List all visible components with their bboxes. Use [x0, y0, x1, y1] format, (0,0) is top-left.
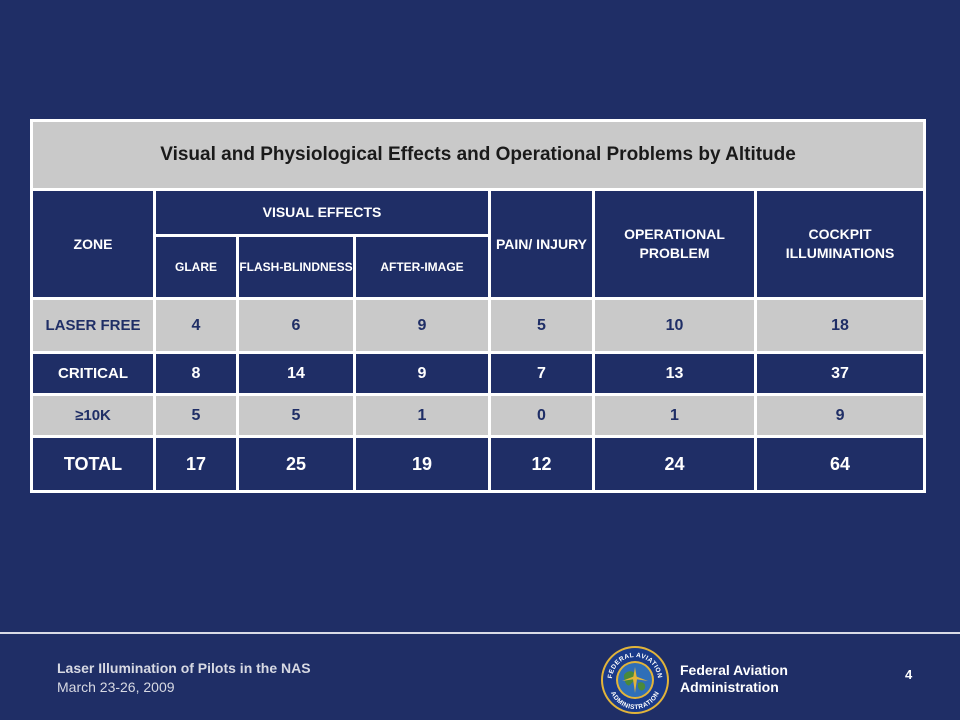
footer-divider	[0, 632, 960, 634]
header-cockpit-illuminations: COCKPIT ILLUMINATIONS	[753, 188, 927, 300]
value-cell: 10	[592, 297, 757, 354]
value-cell: 1	[353, 393, 491, 438]
value-cell: 12	[488, 435, 595, 493]
value-cell: 18	[753, 297, 927, 354]
value-cell: 9	[753, 393, 927, 438]
table-row-critical: CRITICAL 8 14 9 7 13 37	[30, 351, 927, 396]
value-cell: 24	[592, 435, 757, 493]
agency-name: Federal Aviation Administration	[680, 662, 788, 696]
value-cell: 1	[592, 393, 757, 438]
table-row-total: TOTAL 17 25 19 12 24 64	[30, 435, 927, 493]
faa-seal-icon: FEDERAL AVIATION ADMINISTRATION	[601, 646, 669, 714]
value-cell: 9	[353, 297, 491, 354]
value-cell: 5	[488, 297, 595, 354]
value-cell: 14	[236, 351, 356, 396]
header-flash-blindness: FLASH-BLINDNESS	[236, 234, 356, 300]
value-cell: 5	[153, 393, 239, 438]
value-cell: 0	[488, 393, 595, 438]
value-cell: 6	[236, 297, 356, 354]
header-operational-problem: OPERATIONAL PROBLEM	[592, 188, 757, 300]
value-cell: 7	[488, 351, 595, 396]
agency-line-1: Federal Aviation	[680, 662, 788, 678]
presentation-date: March 23-26, 2009	[57, 679, 175, 695]
value-cell: 4	[153, 297, 239, 354]
effects-table: Visual and Physiological Effects and Ope…	[29, 119, 927, 493]
value-cell: 25	[236, 435, 356, 493]
agency-line-2: Administration	[680, 679, 779, 695]
header-pain-injury: PAIN/ INJURY	[488, 188, 595, 300]
table-row-10k: ≥10K 5 5 1 0 1 9	[30, 393, 927, 438]
value-cell: 13	[592, 351, 757, 396]
table-title: Visual and Physiological Effects and Ope…	[29, 119, 927, 191]
value-cell: 8	[153, 351, 239, 396]
value-cell: 17	[153, 435, 239, 493]
value-cell: 19	[353, 435, 491, 493]
header-after-image: AFTER-IMAGE	[353, 234, 491, 300]
table-row-laser-free: LASER FREE 4 6 9 5 10 18	[30, 297, 927, 354]
presentation-title: Laser Illumination of Pilots in the NAS	[57, 660, 311, 676]
page-number: 4	[905, 667, 913, 682]
zone-cell: LASER FREE	[30, 297, 156, 354]
header-glare: GLARE	[153, 234, 239, 300]
header-zone: ZONE	[30, 188, 156, 300]
value-cell: 9	[353, 351, 491, 396]
zone-cell: CRITICAL	[30, 351, 156, 396]
zone-cell: TOTAL	[30, 435, 156, 493]
zone-cell: ≥10K	[30, 393, 156, 438]
value-cell: 64	[753, 435, 927, 493]
value-cell: 37	[753, 351, 927, 396]
value-cell: 5	[236, 393, 356, 438]
header-visual-effects: VISUAL EFFECTS	[153, 188, 491, 237]
footer-presentation-info: Laser Illumination of Pilots in the NAS …	[57, 659, 311, 697]
